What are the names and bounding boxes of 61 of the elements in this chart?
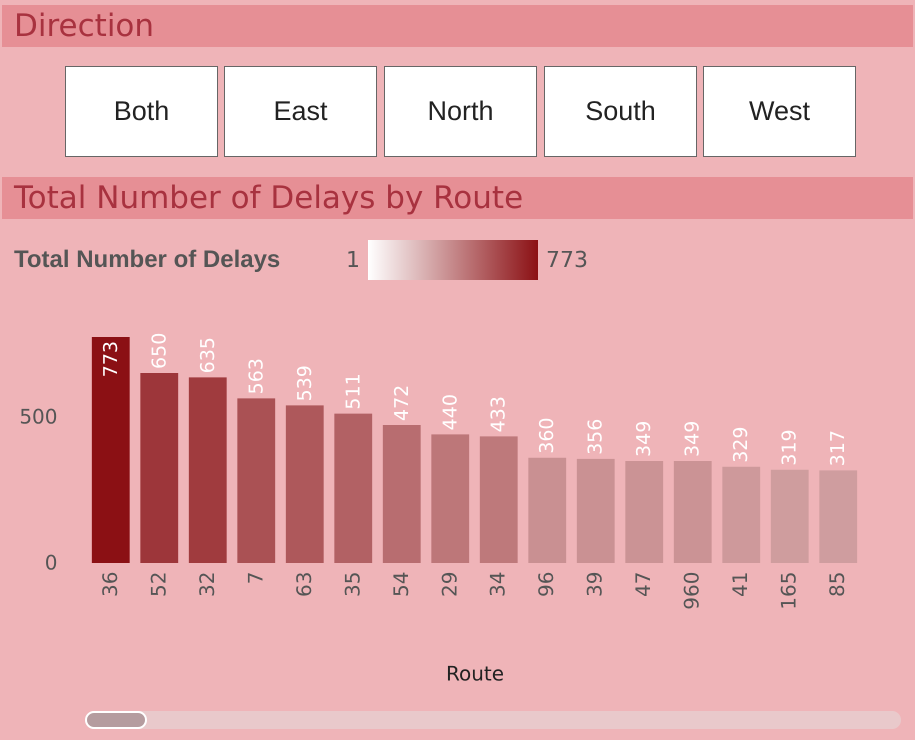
bar <box>722 466 760 563</box>
x-tick-label: 63 <box>292 572 316 597</box>
data-label: 440 <box>439 394 462 430</box>
text: North <box>384 66 537 157</box>
x-axis-title: Route <box>446 662 504 686</box>
x-tick-label: 54 <box>388 572 413 597</box>
bar <box>819 470 858 563</box>
bar <box>480 436 518 563</box>
x-tick-label: 85 <box>825 572 850 597</box>
data-label: 317 <box>827 430 850 466</box>
x-tick-label: 36 <box>98 572 122 597</box>
bar <box>528 458 566 563</box>
bar <box>237 398 276 563</box>
bar <box>334 414 372 563</box>
bar <box>140 372 178 563</box>
data-label: 511 <box>342 373 364 410</box>
bar <box>576 458 615 563</box>
y-tick-label: 0 <box>44 550 58 574</box>
color-bar-label: 773 <box>546 248 588 273</box>
data-label: 650 <box>148 332 170 369</box>
data-label: 356 <box>584 418 607 455</box>
x-tick-label: 32 <box>194 572 219 597</box>
x-tick-label: 96 <box>534 572 558 597</box>
data-label: 319 <box>778 429 801 466</box>
text: East <box>224 66 377 157</box>
color-bar-title: Total Number of Delays <box>14 246 280 273</box>
y-tick-label: 500 <box>19 404 58 428</box>
bar <box>92 337 130 563</box>
data-label: 635 <box>196 337 219 374</box>
x-tick-label: 165 <box>776 572 801 610</box>
data-label: 349 <box>633 420 656 457</box>
data-label: 472 <box>390 384 413 422</box>
text: West <box>703 66 856 157</box>
data-label: 329 <box>730 426 752 463</box>
chart-title: Total Number of Delays by Route <box>2 177 913 219</box>
data-label: 539 <box>294 365 316 402</box>
bar <box>382 425 421 563</box>
text: South <box>544 66 697 157</box>
data-label: 433 <box>488 396 510 432</box>
x-tick-label: 47 <box>631 572 656 597</box>
x-tick-label: 34 <box>486 572 510 597</box>
x-tick-label: 29 <box>437 572 462 597</box>
bar <box>625 460 664 563</box>
bar <box>188 377 227 563</box>
bar <box>770 470 809 563</box>
data-label: 773 <box>100 341 122 378</box>
x-tick-label: 7 <box>243 572 268 584</box>
x-tick-label: 41 <box>728 572 752 597</box>
x-tick-label: 35 <box>340 572 364 597</box>
color-bar-label: 1 <box>346 248 360 273</box>
x-tick-label: 960 <box>680 572 704 610</box>
data-label: 360 <box>536 417 558 454</box>
data-label: 563 <box>245 358 268 394</box>
bar <box>674 460 712 563</box>
x-tick-label: 39 <box>582 572 607 597</box>
text: Direction <box>2 5 913 47</box>
text: Both <box>65 66 218 157</box>
bar <box>286 405 324 563</box>
data-label: 349 <box>682 420 704 457</box>
x-tick-label: 52 <box>146 572 170 597</box>
bar <box>431 434 470 563</box>
